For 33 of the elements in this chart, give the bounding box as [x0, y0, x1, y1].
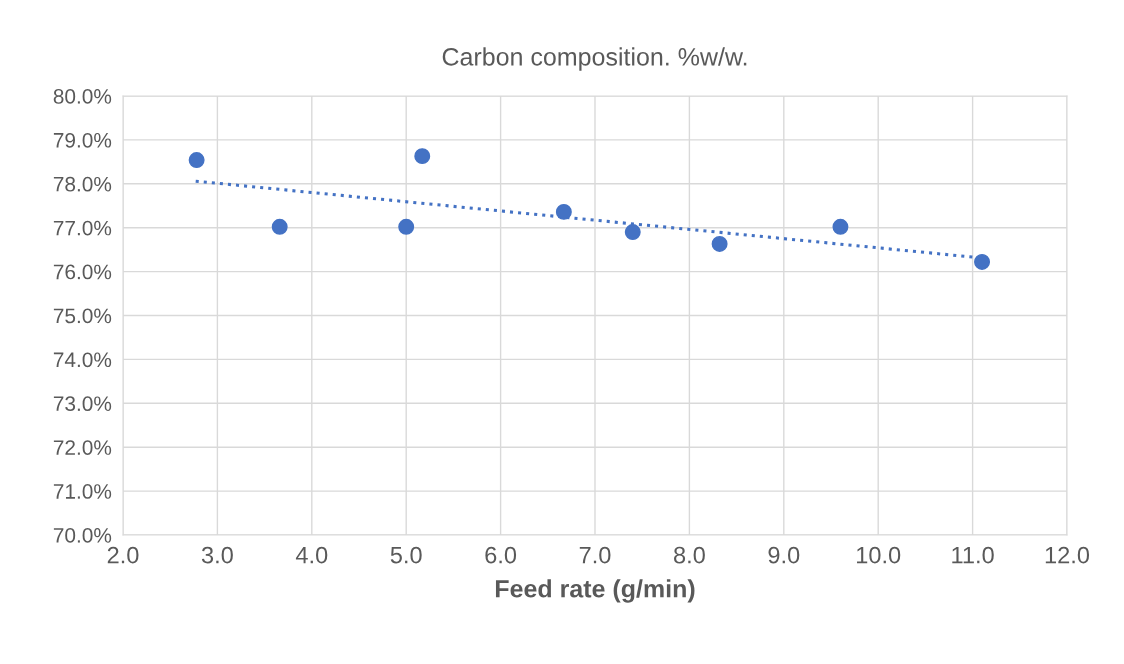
y-tick-label: 80.0%	[53, 89, 112, 104]
x-tick-label: 4.0	[295, 546, 328, 564]
point	[398, 218, 415, 235]
x-tick-label: 5.0	[390, 546, 422, 564]
point	[414, 148, 431, 165]
y-tick-label: 73.0%	[53, 396, 112, 412]
y-tick-label: 74.0%	[53, 352, 112, 368]
point	[188, 152, 205, 169]
x-tick-label: 10.0	[857, 546, 901, 564]
y-tick-label: 79.0%	[53, 132, 112, 148]
point	[832, 218, 849, 235]
point	[271, 218, 288, 235]
x-tick-label: 8.0	[674, 546, 705, 564]
point	[555, 203, 572, 220]
x-tick-label: 3.0	[201, 546, 233, 564]
point	[711, 235, 728, 252]
x-tick-label: 7.0	[579, 546, 611, 564]
point	[624, 224, 641, 241]
chart-title: Carbon composition. %w/w.	[442, 47, 747, 71]
x-axis-title: Feed rate (g/min)	[495, 579, 695, 603]
y-tick-label: 77.0%	[53, 220, 112, 236]
x-tick-label: 12.0	[1045, 546, 1090, 564]
x-tick-label: 6.0	[485, 546, 517, 564]
y-tick-label: 76.0%	[53, 264, 112, 280]
y-tick-label: 71.0%	[53, 484, 112, 499]
point	[974, 253, 991, 270]
y-tick-label: 72.0%	[53, 440, 112, 455]
x-tick-label: 2.0	[107, 546, 139, 564]
y-tick-label: 78.0%	[53, 176, 112, 192]
y-tick-label: 70.0%	[53, 528, 112, 543]
y-tick-label: 75.0%	[53, 308, 112, 324]
x-tick-label: 11.0	[952, 546, 994, 564]
x-tick-label: 9.0	[768, 546, 800, 564]
